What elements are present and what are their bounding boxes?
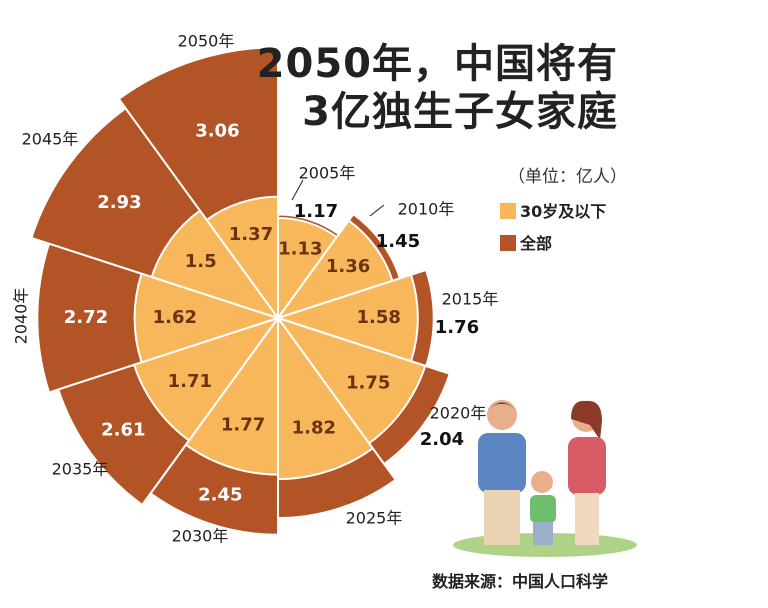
value-label-young-4: 1.82 bbox=[292, 417, 336, 438]
family-illustration bbox=[453, 400, 637, 557]
value-label-young-0: 1.13 bbox=[278, 239, 322, 260]
leader-line-2010 bbox=[369, 204, 385, 217]
child-head bbox=[531, 471, 553, 493]
value-label-young-1: 1.36 bbox=[326, 256, 370, 277]
wedge-young-8 bbox=[150, 209, 281, 320]
leader-line-2005 bbox=[291, 179, 304, 201]
value-label-young-6: 1.71 bbox=[168, 371, 212, 392]
category-label-1: 2010年 bbox=[398, 200, 455, 219]
category-label-0: 2005年 bbox=[299, 164, 356, 183]
wedge-young-6 bbox=[132, 316, 281, 442]
legend-swatch-young bbox=[500, 203, 516, 219]
value-label-young-8: 1.5 bbox=[185, 251, 217, 272]
legend-item-young: 30岁及以下 bbox=[500, 198, 606, 222]
wedge-young-3 bbox=[275, 316, 427, 445]
legend-item-all: 全部 bbox=[500, 230, 552, 254]
value-label-all-7: 2.72 bbox=[64, 307, 108, 328]
wedge-young-1 bbox=[275, 219, 394, 320]
legend-swatch-all bbox=[500, 235, 516, 251]
value-label-young-5: 1.77 bbox=[221, 414, 265, 435]
chart-title-line1: 2050年，中国将有 bbox=[256, 41, 618, 87]
mother-hair bbox=[571, 400, 602, 440]
value-label-all-6: 2.61 bbox=[101, 419, 145, 440]
wedge-young-5 bbox=[184, 314, 279, 476]
wedge-young-9 bbox=[205, 195, 279, 322]
mother-dress bbox=[568, 437, 606, 495]
category-label-5: 2030年 bbox=[172, 527, 229, 546]
value-label-young-2: 1.58 bbox=[356, 307, 400, 328]
unit-label: （单位：亿人） bbox=[508, 167, 627, 187]
category-label-2: 2015年 bbox=[442, 290, 499, 309]
center-dot bbox=[274, 314, 282, 322]
wedge-young-2 bbox=[274, 273, 419, 363]
value-label-young-9: 1.37 bbox=[229, 224, 273, 245]
value-label-all-3: 2.04 bbox=[420, 429, 464, 450]
wedge-young-7 bbox=[133, 272, 282, 364]
wedge-young-4 bbox=[277, 314, 375, 481]
source-note: 数据来源：中国人口科学 bbox=[432, 572, 609, 591]
legend-label-all: 全部 bbox=[520, 234, 553, 253]
value-label-young-7: 1.62 bbox=[153, 307, 197, 328]
value-label-all-9: 3.06 bbox=[195, 121, 239, 142]
value-label-all-1: 1.45 bbox=[376, 231, 420, 252]
father-hair bbox=[487, 402, 517, 412]
category-label-3: 2020年 bbox=[430, 404, 487, 423]
category-label-9: 2050年 bbox=[178, 32, 235, 51]
child-legs bbox=[533, 522, 553, 545]
value-label-all-8: 2.93 bbox=[97, 192, 141, 213]
value-label-all-0: 1.17 bbox=[294, 201, 338, 222]
father-head bbox=[487, 400, 517, 430]
mother-legs bbox=[575, 493, 599, 545]
legend-label-young: 30岁及以下 bbox=[520, 202, 607, 221]
value-label-young-3: 1.75 bbox=[346, 373, 390, 394]
category-label-4: 2025年 bbox=[346, 509, 403, 528]
value-label-all-2: 1.76 bbox=[435, 317, 479, 338]
chart-title-line2: 3亿独生子女家庭 bbox=[302, 89, 618, 135]
father-legs bbox=[484, 490, 520, 545]
category-label-7: 2040年 bbox=[12, 288, 31, 345]
father-shirt bbox=[478, 433, 526, 493]
value-label-all-5: 2.45 bbox=[198, 485, 242, 506]
category-label-8: 2045年 bbox=[22, 130, 79, 149]
category-label-6: 2035年 bbox=[52, 460, 109, 479]
child-shirt bbox=[530, 495, 556, 523]
